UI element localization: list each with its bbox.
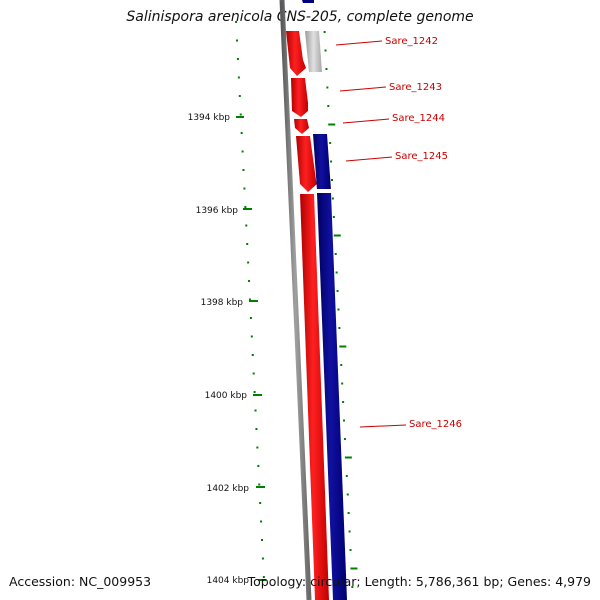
gene-label-sare-1244[interactable]: Sare_1244 [392,113,445,124]
major-scale: 1394 kbp 1396 kbp 1398 kbp 1400 kbp 1402… [188,113,266,586]
gene-body-sare-1246[interactable] [317,193,347,600]
gene-arrow-forward-long[interactable] [296,136,317,192]
tick-label-1404: 1404 kbp [207,576,250,586]
gene-label-sare-1243[interactable]: Sare_1243 [389,82,442,93]
reverse-strand-genes [302,0,347,600]
gene-arrow-sare-1244[interactable] [291,78,308,117]
gene-arrow-sare-1246[interactable] [313,134,331,190]
tick-label-1402: 1402 kbp [207,484,250,494]
leader-sare-1246 [359,424,407,428]
forward-strand-genes [286,31,329,600]
accession-text: Accession: NC_009953 [9,574,152,589]
gene-label-sare-1245[interactable]: Sare_1245 [395,151,448,162]
gene-label-sare-1246[interactable]: Sare_1246 [409,419,462,430]
genome-backbone [279,0,312,600]
leader-sare-1243 [339,86,387,92]
leader-sare-1244 [342,118,390,124]
leader-sare-1242 [335,40,383,46]
tick-label-1394: 1394 kbp [188,113,231,123]
gene-label-sare-1242[interactable]: Sare_1242 [385,36,438,47]
gene-labels: Sare_1242 Sare_1243 Sare_1244 Sare_1245 … [335,36,462,430]
genome-summary-text: Topology: circular; Length: 5,786,361 bp… [247,574,591,589]
minor-scale-ticks [235,21,265,578]
gene-arrow-sare-1242[interactable] [305,31,322,72]
gene-body-forward-long[interactable] [300,194,329,600]
gene-arrow-sare-1245[interactable] [294,119,309,134]
gene-arrow-reverse-top[interactable] [302,0,314,3]
tick-label-1396: 1396 kbp [196,206,239,216]
map-title: Salinispora arenicola CNS-205, complete … [126,9,474,25]
tick-label-1398: 1398 kbp [201,298,244,308]
tick-label-1400: 1400 kbp [205,391,248,401]
leader-sare-1245 [345,156,393,162]
gene-arrow-sare-1243[interactable] [286,31,306,76]
outer-feature-ticks [323,31,358,588]
